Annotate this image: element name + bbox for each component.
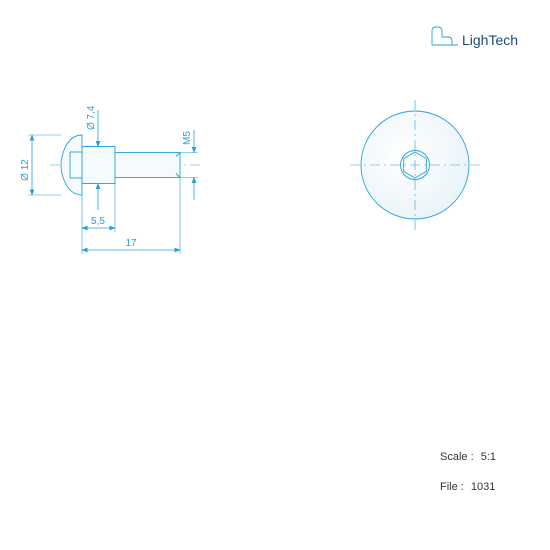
- svg-text:File : 1031: File : 1031: [440, 481, 495, 493]
- info-block: Scale : 5:1 File : 1031: [440, 451, 496, 493]
- logo-text: LighTech: [462, 32, 518, 48]
- file-label: File :: [440, 481, 464, 493]
- shaft: [115, 153, 180, 178]
- dim-dia-head-label: Ø 12: [20, 159, 31, 181]
- dim-len-total-label: 17: [125, 238, 137, 249]
- front-view: [350, 100, 480, 230]
- svg-text:Scale : 5:1: Scale : 5:1: [440, 451, 496, 463]
- dim-len-collar-label: 5,5: [91, 216, 105, 227]
- dim-thread-label: M5: [182, 131, 193, 145]
- head-dome: [61, 135, 82, 195]
- side-view: Ø 12 Ø 7,4 M5 5,5 17: [20, 105, 200, 254]
- collar: [82, 147, 115, 184]
- logo: LighTech: [432, 27, 518, 48]
- dim-len-collar: 5,5: [82, 184, 115, 233]
- scale-label: Scale :: [440, 451, 474, 463]
- file-value: 1031: [471, 481, 495, 493]
- dim-dia-collar-label: Ø 7,4: [86, 105, 97, 130]
- scale-value: 5:1: [481, 451, 496, 463]
